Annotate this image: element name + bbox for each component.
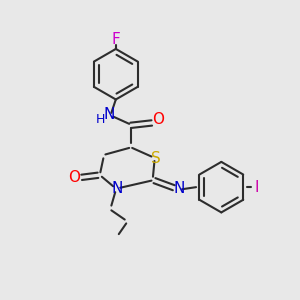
Text: N: N — [173, 181, 185, 196]
Text: N: N — [103, 107, 115, 122]
Text: F: F — [111, 32, 120, 47]
Text: I: I — [254, 180, 259, 195]
Text: O: O — [68, 170, 80, 185]
Text: S: S — [151, 151, 161, 166]
Text: N: N — [111, 181, 122, 196]
Text: H: H — [96, 113, 105, 126]
Text: O: O — [152, 112, 164, 128]
